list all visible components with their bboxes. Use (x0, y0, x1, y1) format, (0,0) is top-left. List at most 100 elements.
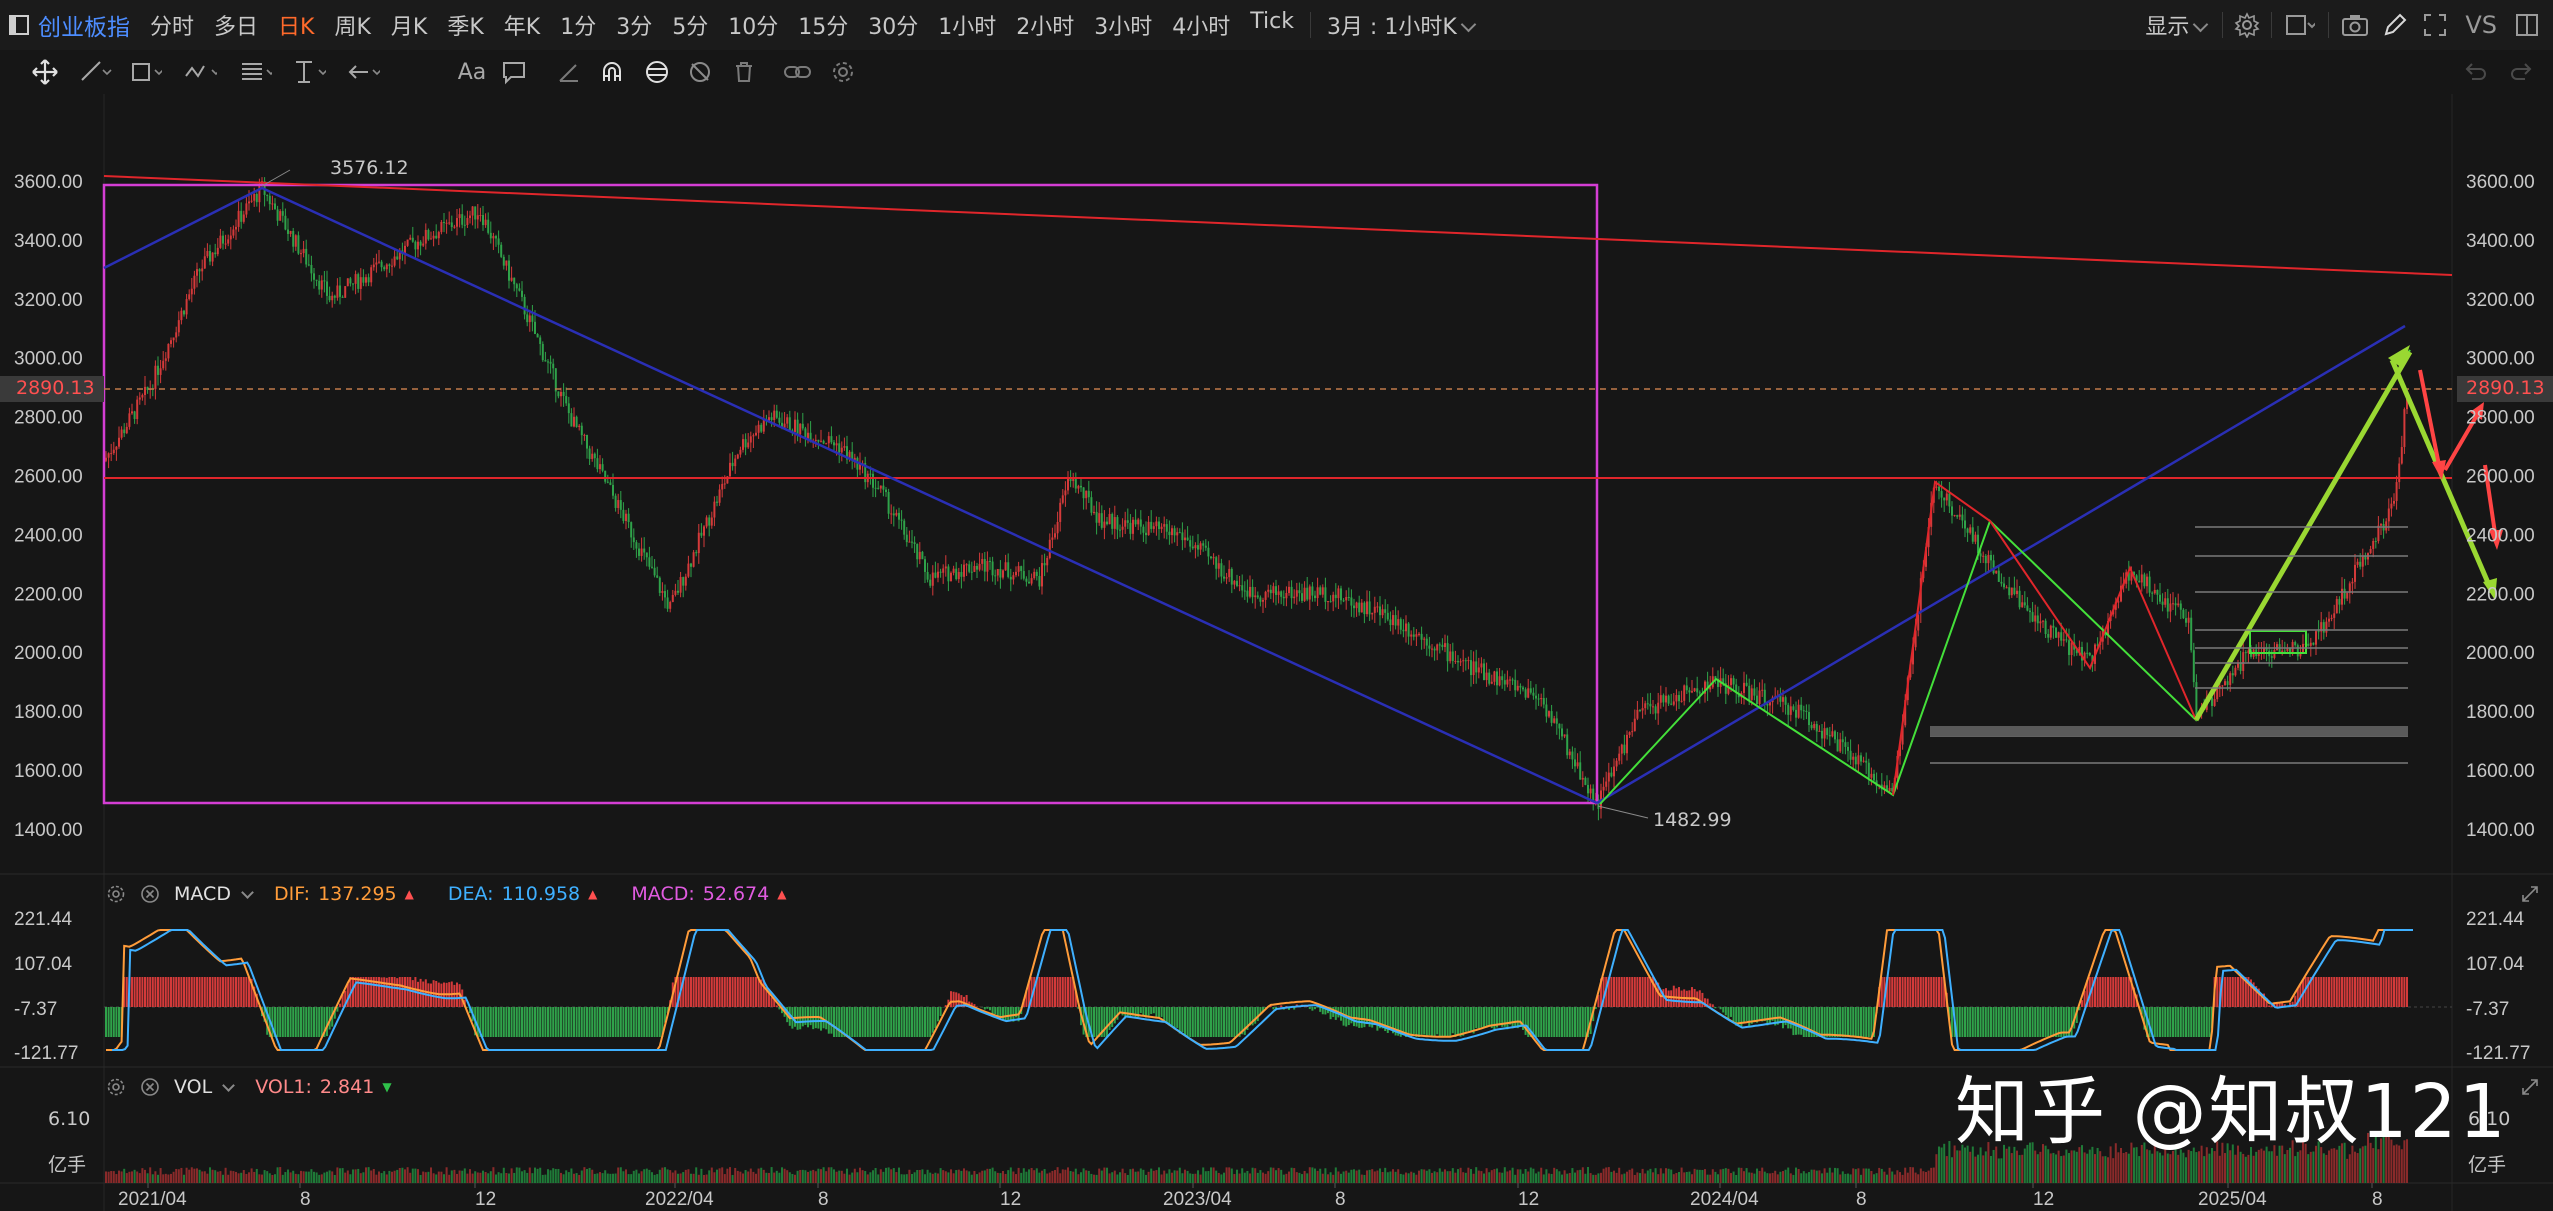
reset-icon[interactable] (2455, 103, 2481, 129)
undo-icon[interactable] (2458, 58, 2492, 86)
period-tab[interactable]: 30分 (868, 15, 919, 40)
candle-body (658, 577, 661, 593)
adjust-mode-label[interactable]: 前复权 (2370, 107, 2433, 131)
pencil-icon[interactable] (2375, 7, 2415, 43)
period-tab[interactable]: Tick (1250, 9, 1294, 34)
zoom-in-icon[interactable] (2515, 103, 2541, 129)
period-tab[interactable]: 分时 (150, 15, 195, 40)
hide-drawing-icon[interactable] (683, 58, 717, 86)
volume-bar (177, 1169, 180, 1183)
fibonacci-tool-icon[interactable] (238, 58, 272, 86)
volume-bar (294, 1173, 297, 1183)
close-icon[interactable] (138, 1075, 162, 1099)
settings-icon[interactable] (2229, 7, 2265, 43)
zoom-out-icon[interactable] (2485, 103, 2511, 129)
text-tool-icon[interactable]: Aa (457, 59, 487, 85)
candle-body (1363, 602, 1366, 615)
period-tab[interactable]: 10分 (728, 15, 779, 40)
arrow-tool-icon[interactable] (346, 58, 380, 86)
expand-icon[interactable] (2518, 882, 2542, 906)
move-icon[interactable] (28, 58, 62, 86)
template-icon[interactable] (2278, 7, 2322, 43)
camera-icon[interactable] (2335, 7, 2375, 43)
chevron-down-icon[interactable] (222, 1078, 236, 1092)
macd-bar (939, 1007, 942, 1017)
lock-drawing-icon[interactable] (640, 58, 674, 86)
candle-body (1285, 593, 1288, 599)
magnet-icon[interactable] (595, 58, 629, 86)
trash-icon[interactable] (727, 58, 761, 86)
note-tool-icon[interactable] (497, 58, 531, 86)
period-tab[interactable]: 日K (278, 15, 315, 40)
window-icon[interactable] (2507, 7, 2547, 43)
macd-bar (1516, 1007, 1519, 1029)
period-tab[interactable]: 季K (447, 15, 484, 40)
period-tab[interactable]: 年K (503, 15, 541, 40)
volume-bar (1262, 1172, 1264, 1183)
volume-bar (1724, 1168, 1727, 1183)
redo-icon[interactable] (2505, 58, 2539, 86)
fullscreen-icon[interactable] (2415, 7, 2455, 43)
candle-body (378, 261, 380, 263)
volume-bar (931, 1173, 934, 1183)
vol-name[interactable]: VOL (174, 1076, 213, 1098)
macd-bar (1178, 1007, 1181, 1034)
macd-bar (1771, 1007, 1774, 1021)
expand-icon[interactable] (2518, 1075, 2542, 1099)
settings-icon[interactable] (104, 1075, 128, 1099)
macd-bar (1628, 977, 1631, 1007)
period-tab[interactable]: 3分 (616, 15, 653, 40)
candle-body (1561, 728, 1563, 737)
settings-icon[interactable] (104, 882, 128, 906)
candle-body (1922, 566, 1925, 579)
trendline-tool-icon[interactable] (78, 58, 112, 86)
macd-bar (2091, 977, 2094, 1007)
period-tab[interactable]: 2小时 (1016, 15, 1075, 40)
wave-tool-icon[interactable] (183, 58, 217, 86)
period-tab[interactable]: 15分 (798, 15, 849, 40)
candle-body (937, 571, 939, 578)
volume-bar (1727, 1168, 1730, 1183)
period-tab[interactable]: 周K (334, 15, 371, 40)
period-tab[interactable]: 月K (390, 15, 428, 40)
period-tab[interactable]: 1小时 (938, 15, 997, 40)
candle-body (105, 457, 107, 461)
macd-bar (2083, 990, 2086, 1007)
candle-body (677, 590, 679, 593)
macd-bar (1990, 1007, 1992, 1037)
contract-select[interactable]: 3月 : 1小时K (1317, 9, 1484, 41)
volume-bar (146, 1173, 149, 1183)
volume-bar (300, 1170, 302, 1183)
period-tab[interactable]: 1分 (560, 15, 597, 40)
period-tab[interactable]: 3小时 (1094, 15, 1153, 40)
candle-body (942, 568, 945, 573)
ruler-icon[interactable] (552, 58, 586, 86)
candle-body (2153, 589, 2156, 594)
macd-bar (2330, 977, 2333, 1007)
link-icon[interactable] (781, 58, 815, 86)
candle-body (1849, 750, 1852, 760)
close-icon[interactable] (138, 882, 162, 906)
shape-tool-icon[interactable] (128, 58, 162, 86)
volume-bar (1584, 1173, 1587, 1183)
chevron-down-icon[interactable] (241, 885, 254, 899)
symbol-name[interactable]: 创业板指 (38, 15, 130, 41)
period-tab[interactable]: 4小时 (1172, 15, 1231, 40)
macd-bar (411, 980, 414, 1007)
compare-button[interactable]: VS (2465, 11, 2497, 39)
vol-header: VOL VOL1: 2.841 ▼ (104, 1075, 392, 1099)
draw-settings-icon[interactable] (826, 58, 860, 86)
measure-tool-icon[interactable] (292, 58, 326, 86)
period-tab[interactable]: 5分 (672, 15, 709, 40)
macd-name[interactable]: MACD (174, 883, 231, 905)
volume-bar (279, 1167, 282, 1183)
candle-body (1293, 596, 1296, 599)
candle-body (2185, 618, 2187, 623)
volume-bar (1241, 1168, 1244, 1183)
period-tab[interactable]: 多日 (214, 15, 259, 40)
macd-bar (1730, 1007, 1732, 1017)
display-select[interactable]: 显示 (2135, 9, 2216, 41)
layout-icon[interactable] (6, 12, 32, 38)
macd-bar (791, 1007, 794, 1029)
